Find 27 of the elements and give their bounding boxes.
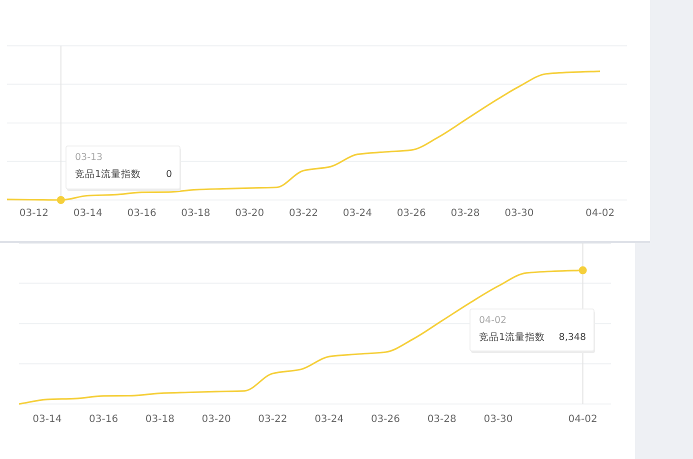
x-tick-label: 03-16: [89, 414, 118, 425]
annotation: 8,348: [558, 332, 586, 343]
x-tick-label: 03-14: [73, 208, 102, 219]
x-tick-label: 03-20: [202, 414, 231, 425]
x-tick-label: 03-16: [127, 208, 156, 219]
x-tick-label: 04-02: [586, 208, 615, 219]
x-tick-label: 03-30: [504, 208, 534, 219]
x-tick-label: 03-22: [288, 208, 318, 219]
x-tick-label: 03-26: [370, 414, 400, 425]
x-tick-label: 03-12: [19, 208, 48, 219]
x-tick-label: 03-30: [484, 414, 513, 425]
x-tick-label: 03-24: [314, 414, 344, 425]
x-tick-label: 03-22: [258, 414, 288, 425]
x-tick-label: 04-02: [568, 414, 598, 425]
x-tick-label: 03-18: [145, 414, 174, 425]
annotation: 03-13: [75, 152, 103, 163]
series-label: 竞品1流量指数: [75, 168, 142, 180]
x-tick-label: 03-18: [181, 208, 210, 219]
x-tick-label: 03-20: [235, 208, 264, 219]
text: 竞品1流量指数: [479, 331, 546, 343]
annotation: 04-02: [479, 315, 507, 326]
annotation: 0: [166, 169, 172, 180]
x-tick-label: 03-28: [450, 208, 480, 219]
x-tick-label: 03-24: [342, 208, 372, 219]
x-tick-label: 03-14: [32, 414, 62, 425]
x-tick-label: 03-28: [427, 414, 456, 425]
x-tick-label: 03-26: [396, 208, 426, 219]
